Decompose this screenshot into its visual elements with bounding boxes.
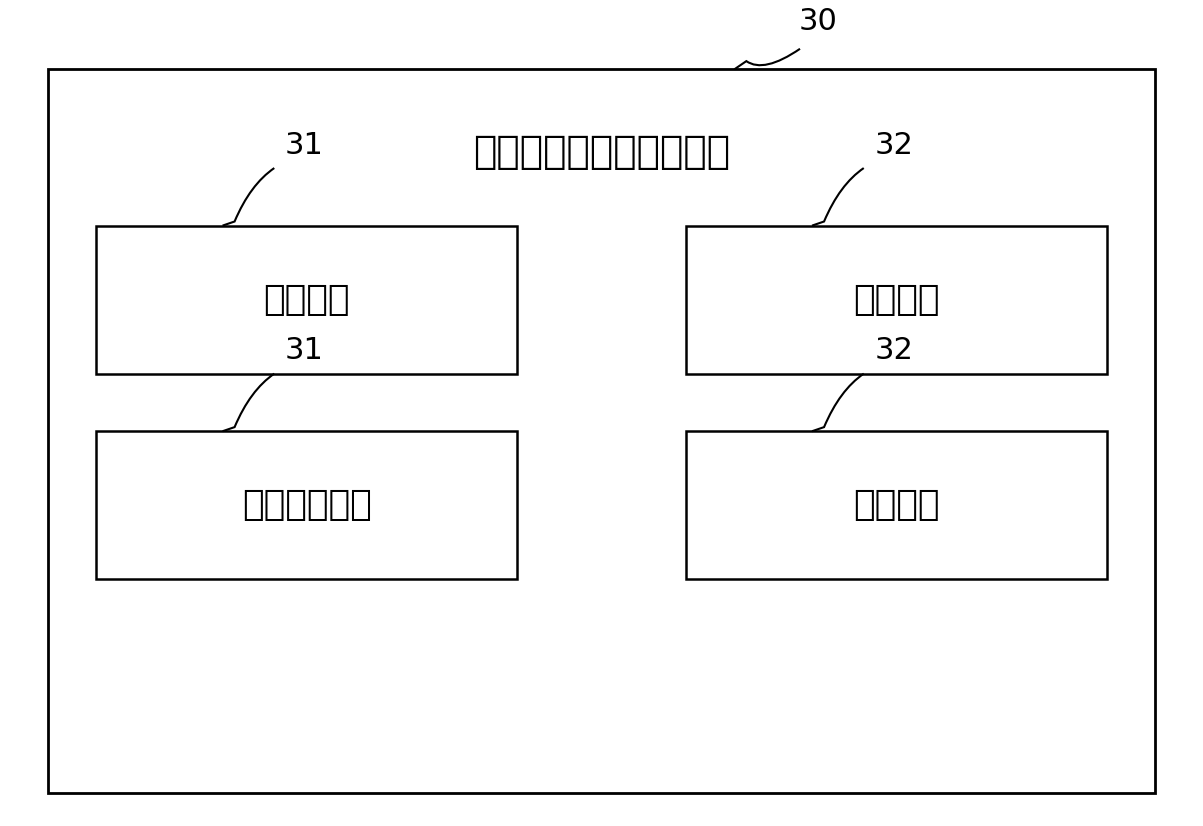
FancyBboxPatch shape	[96, 431, 517, 579]
Text: 32: 32	[875, 336, 913, 365]
Text: 30: 30	[799, 7, 837, 36]
Text: 初始词库模块: 初始词库模块	[242, 488, 372, 522]
Text: 32: 32	[875, 131, 913, 159]
Text: 确定商品配送范围的装置: 确定商品配送范围的装置	[473, 133, 730, 171]
Text: 聚类模块: 聚类模块	[263, 282, 350, 316]
Text: 31: 31	[285, 336, 324, 365]
FancyBboxPatch shape	[96, 225, 517, 373]
FancyBboxPatch shape	[686, 431, 1107, 579]
Text: 31: 31	[285, 131, 324, 159]
Text: 确定模块: 确定模块	[853, 282, 940, 316]
Text: 过滤模块: 过滤模块	[853, 488, 940, 522]
FancyBboxPatch shape	[48, 69, 1155, 793]
FancyBboxPatch shape	[686, 225, 1107, 373]
